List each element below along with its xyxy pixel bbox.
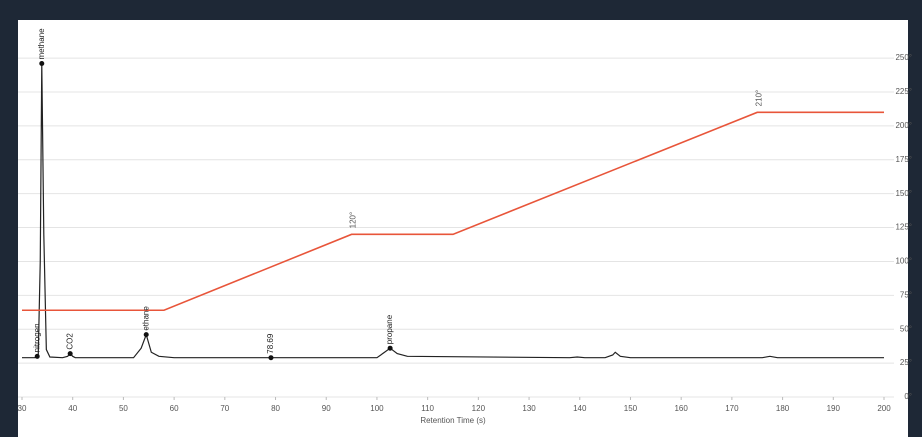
y-tick-label: 75°	[900, 290, 912, 299]
panel	[18, 20, 908, 437]
x-tick-label: 30	[18, 404, 27, 413]
peak-marker	[67, 351, 73, 357]
x-tick-label: 130	[522, 404, 536, 413]
y-tick-label: 150°	[895, 189, 912, 198]
x-tick-label: 170	[725, 404, 739, 413]
x-tick-label: 120	[472, 404, 486, 413]
y-tick-label: 0°	[904, 392, 912, 401]
y-tick-label: 100°	[895, 257, 912, 266]
x-axis-title: Retention Time (s)	[420, 416, 486, 425]
temperature-label: 210°	[754, 90, 763, 107]
y-tick-label: 175°	[895, 155, 912, 164]
series-line	[22, 63, 884, 359]
x-tick-label: 60	[170, 404, 179, 413]
peak-marker	[34, 353, 40, 359]
peak-marker	[143, 332, 149, 338]
x-tick-label: 200	[877, 404, 891, 413]
x-tick-label: 70	[220, 404, 229, 413]
peak-label: methane	[37, 28, 46, 60]
x-tick-label: 90	[322, 404, 331, 413]
peak-label: propane	[385, 314, 394, 344]
temperature-label: 120°	[349, 212, 358, 229]
peak-marker	[268, 355, 274, 361]
peak-label: CO2	[65, 333, 74, 350]
x-tick-label: 190	[827, 404, 841, 413]
peak-label: ethane	[141, 306, 150, 331]
x-tick-label: 160	[674, 404, 688, 413]
series-line	[22, 111, 884, 312]
x-tick-label: 110	[421, 404, 434, 413]
peak-label: nitrogen	[32, 323, 41, 352]
y-tick-label: 125°	[895, 223, 912, 232]
x-tick-label: 150	[624, 404, 638, 413]
peak-label: 78.69	[266, 333, 275, 354]
y-tick-label: 200°	[895, 121, 912, 130]
y-tick-label: 250°	[895, 53, 912, 62]
x-tick-label: 100	[370, 404, 384, 413]
y-tick-label: 25°	[900, 358, 912, 367]
x-tick-label: 80	[271, 404, 280, 413]
x-tick-label: 40	[68, 404, 77, 413]
x-tick-label: 50	[119, 404, 128, 413]
x-tick-label: 180	[776, 404, 790, 413]
y-tick-label: 225°	[895, 87, 912, 96]
y-tick-label: 50°	[900, 324, 912, 333]
peak-marker	[387, 345, 393, 351]
peak-marker	[39, 61, 45, 67]
x-tick-label: 140	[573, 404, 587, 413]
